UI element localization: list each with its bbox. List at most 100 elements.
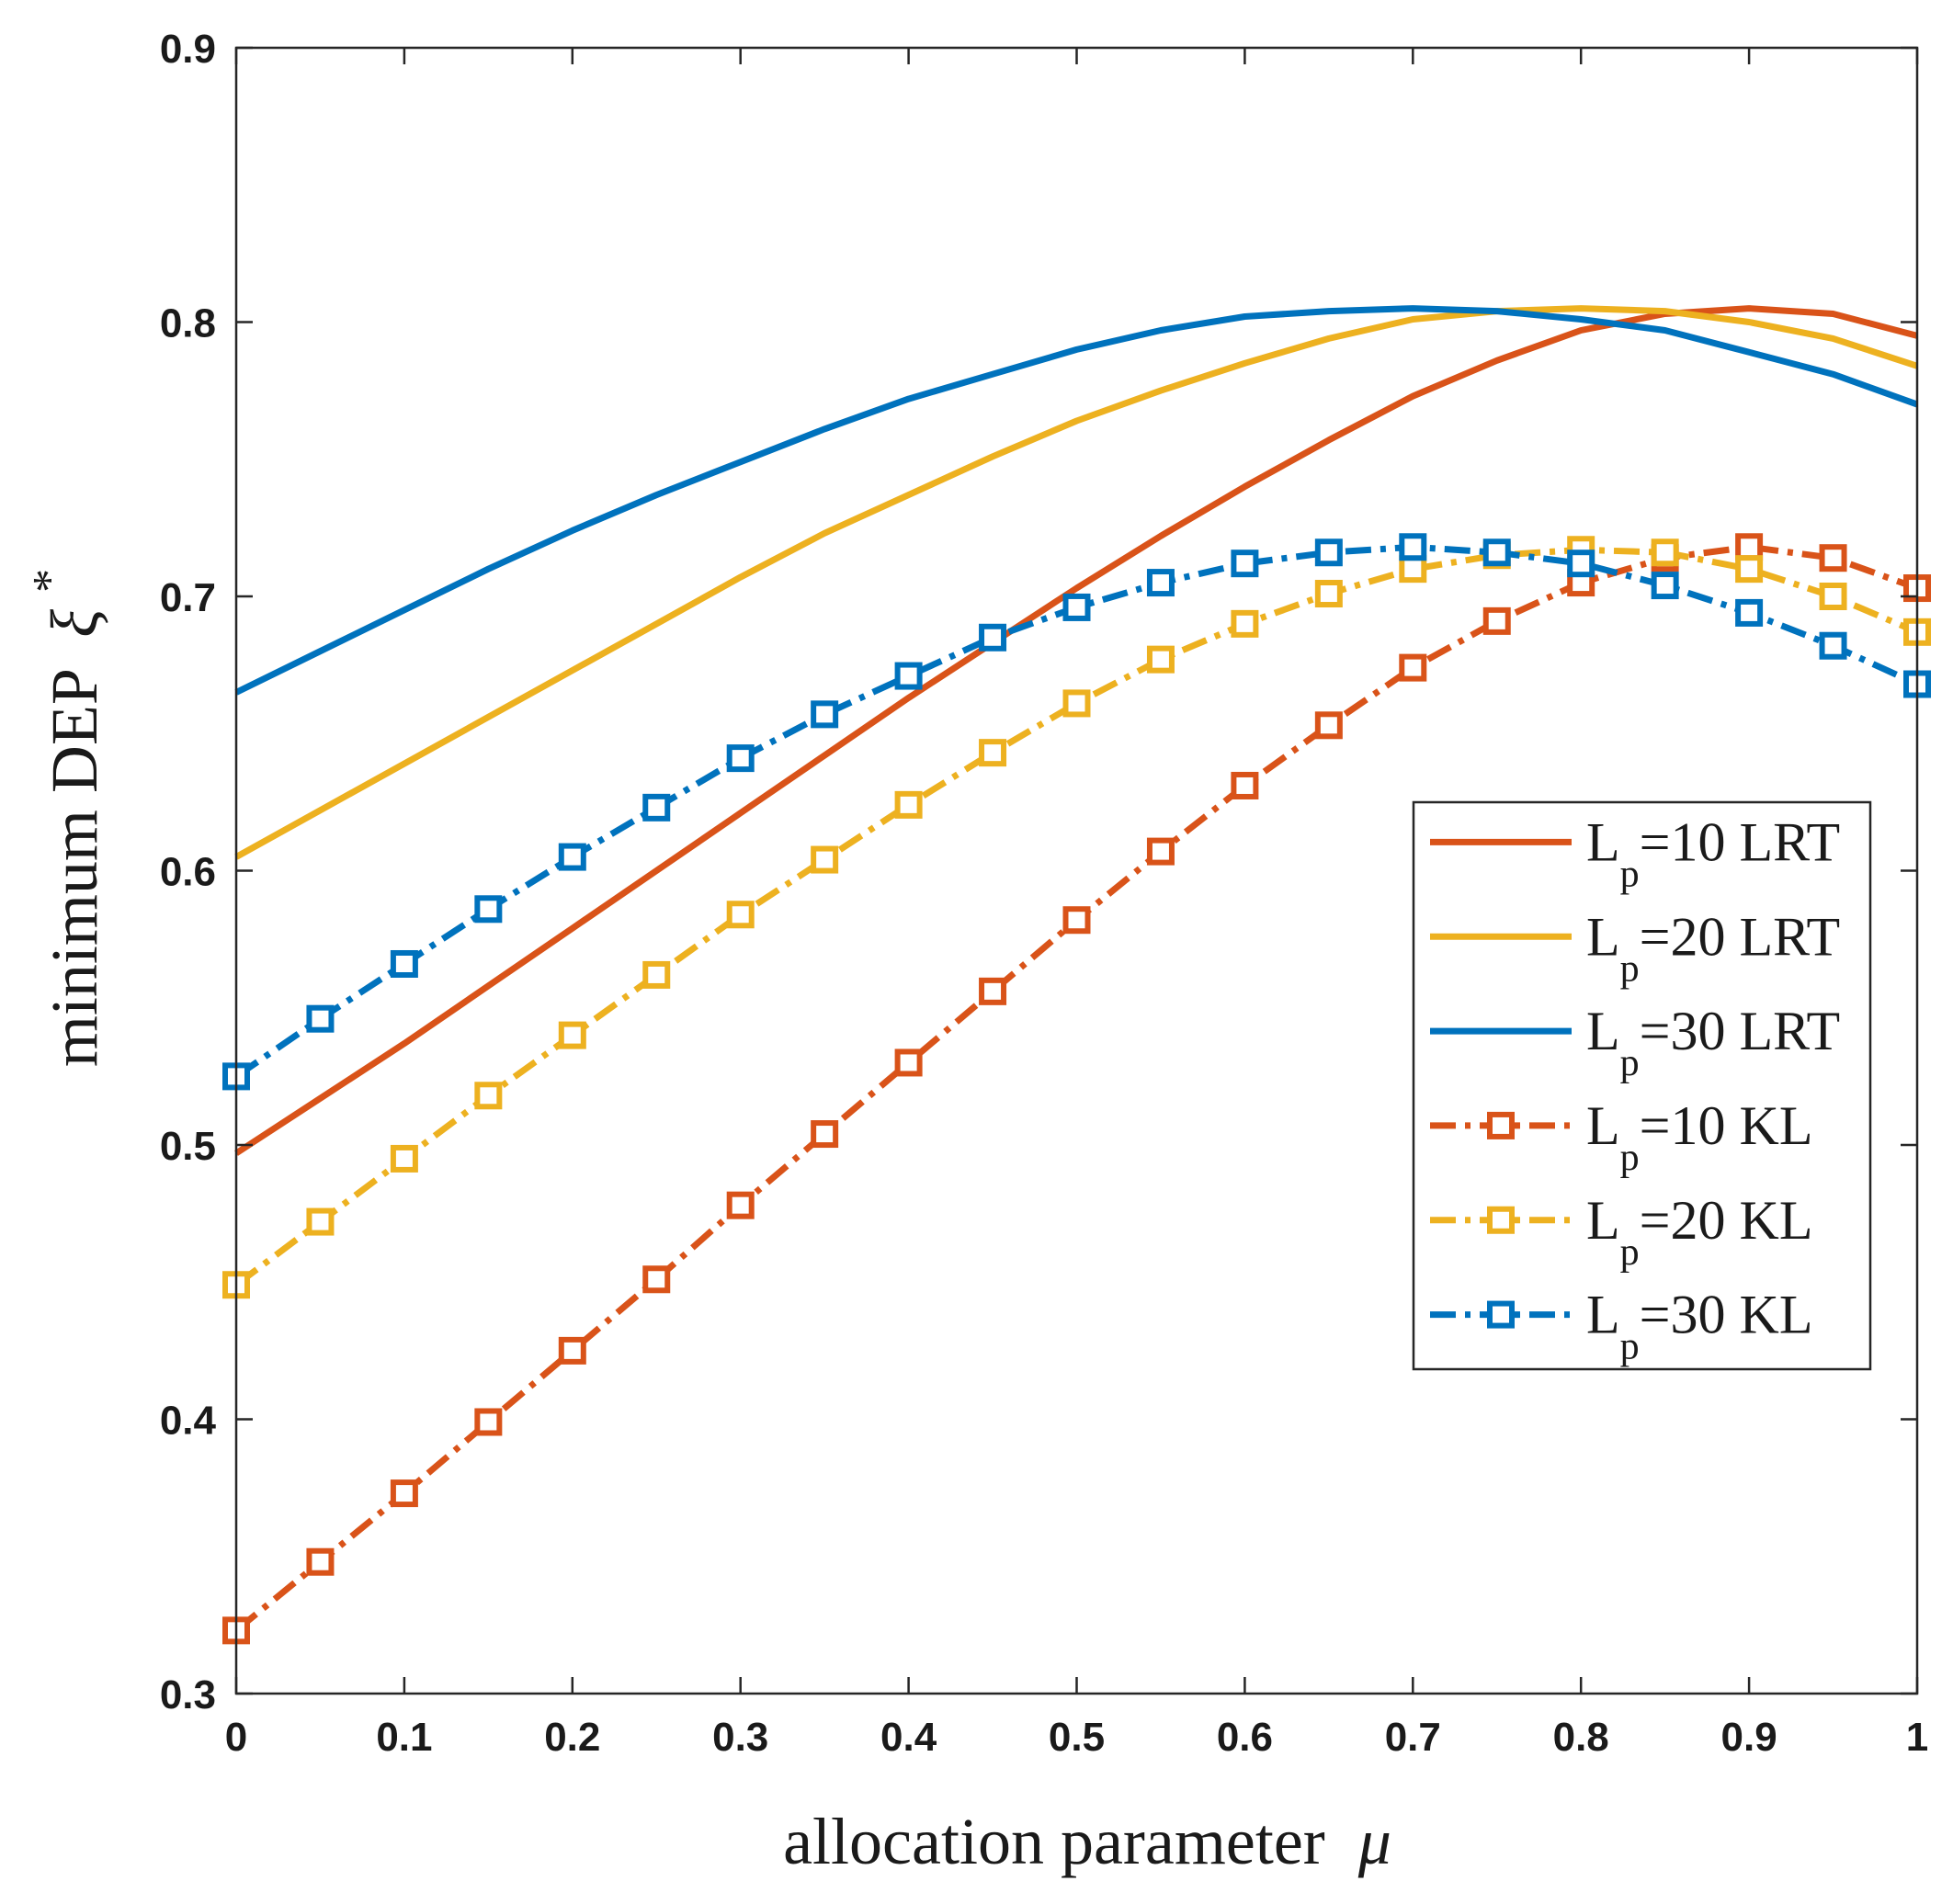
y-axis-title-text: minimum DEP <box>38 670 111 1067</box>
legend-label: Lp=10 LRT <box>1586 811 1840 895</box>
data-point <box>1399 653 1427 682</box>
series-line <box>233 546 1919 1287</box>
data-point <box>558 843 586 871</box>
legend-label-subscript: p <box>1620 1042 1640 1084</box>
data-point <box>894 790 923 819</box>
legend-entry: Lp=10 KL <box>1430 1095 1812 1179</box>
legend-label-subscript: p <box>1620 1326 1640 1368</box>
data-point <box>642 960 671 989</box>
data-point <box>558 1336 586 1365</box>
y-axis-title: minimum DEP ξ * <box>24 569 111 1067</box>
data-point <box>726 744 755 773</box>
x-axis-title: allocation parameter μ <box>783 1805 1391 1878</box>
data-point <box>1231 609 1259 638</box>
series-2 <box>234 305 1919 696</box>
data-point <box>1735 555 1764 584</box>
data-point <box>474 1408 503 1436</box>
legend-label: Lp=10 KL <box>1586 1095 1812 1179</box>
series-line <box>234 305 1919 860</box>
data-point <box>1399 555 1427 584</box>
legend-label-rest: =10 LRT <box>1640 811 1841 872</box>
x-tick-label: 0.5 <box>1049 1715 1105 1760</box>
legend-swatch-marker <box>1487 1111 1515 1139</box>
plot-area <box>222 305 1931 1645</box>
data-point <box>1062 906 1091 935</box>
x-tick-label: 0.9 <box>1721 1715 1777 1760</box>
y-tick-label: 0.8 <box>160 301 216 346</box>
legend-label-rest: =20 KL <box>1640 1190 1813 1251</box>
data-point <box>1231 771 1259 799</box>
data-point <box>1231 550 1259 578</box>
data-point <box>1399 533 1427 561</box>
x-axis-title-text: allocation parameter <box>783 1805 1325 1878</box>
x-tick-label: 1 <box>1906 1715 1928 1760</box>
data-point <box>979 977 1007 1005</box>
legend-label-subscript: p <box>1620 853 1640 895</box>
data-point <box>390 1144 418 1173</box>
data-point <box>811 845 839 874</box>
legend-swatch-marker <box>1487 1206 1515 1234</box>
y-axis-superscript: * <box>24 569 76 593</box>
legend-label: Lp=20 KL <box>1586 1190 1812 1274</box>
x-tick-label: 0.7 <box>1385 1715 1441 1760</box>
data-point <box>1062 593 1091 621</box>
data-point <box>811 700 839 729</box>
y-tick-label: 0.7 <box>160 575 216 620</box>
data-point <box>1146 837 1175 866</box>
data-point <box>894 662 923 690</box>
x-tick-label: 0.2 <box>544 1715 600 1760</box>
series-5 <box>222 533 1931 1091</box>
legend-label-subscript: p <box>1620 1137 1640 1179</box>
x-tick-label: 0.4 <box>880 1715 937 1760</box>
data-point <box>726 1191 755 1219</box>
data-point <box>1482 538 1511 567</box>
legend-label: Lp=30 KL <box>1586 1285 1812 1368</box>
x-tick-label: 0 <box>225 1715 247 1760</box>
data-point <box>1735 533 1764 561</box>
data-point <box>390 949 418 978</box>
legend-label: Lp=30 LRT <box>1586 1001 1840 1084</box>
data-point <box>1062 689 1091 718</box>
legend-label-main: L <box>1586 1285 1620 1345</box>
legend-swatch-marker <box>1487 1300 1515 1329</box>
data-point <box>474 895 503 924</box>
data-point <box>1819 631 1847 660</box>
data-point <box>1651 572 1679 600</box>
svg-text:minimum DEP ξ *: minimum DEP ξ * <box>24 569 111 1067</box>
y-tick-label: 0.9 <box>160 27 216 72</box>
data-point <box>1314 538 1343 567</box>
legend-label-main: L <box>1586 906 1620 967</box>
data-point <box>306 1004 335 1033</box>
legend-label-main: L <box>1586 1190 1620 1251</box>
legend-entry: Lp=10 LRT <box>1430 811 1840 895</box>
data-point <box>642 793 671 822</box>
data-point <box>390 1479 418 1508</box>
svg-text:allocation parameter μ: allocation parameter μ <box>783 1805 1391 1878</box>
legend-label-main: L <box>1586 811 1620 872</box>
series-line <box>234 305 1919 696</box>
data-point <box>1146 569 1175 597</box>
series-1 <box>234 305 1919 860</box>
legend-label-subscript: p <box>1620 1231 1640 1274</box>
legend-entry: Lp=20 KL <box>1430 1190 1812 1274</box>
y-tick-label: 0.5 <box>160 1124 216 1169</box>
data-point <box>306 1207 335 1236</box>
data-point <box>1567 550 1595 578</box>
series-4 <box>222 536 1931 1299</box>
legend-box <box>1412 800 1872 1371</box>
data-point <box>1314 711 1343 740</box>
y-tick-label: 0.3 <box>160 1672 216 1717</box>
x-tick-label: 0.6 <box>1217 1715 1273 1760</box>
data-point <box>979 739 1007 767</box>
x-tick-label: 0.3 <box>712 1715 768 1760</box>
y-axis-symbol: ξ <box>38 609 111 638</box>
data-point <box>1819 544 1847 572</box>
y-tick-label: 0.4 <box>160 1399 217 1444</box>
legend-entry: Lp=20 LRT <box>1430 906 1840 990</box>
legend-label-rest: =10 KL <box>1640 1095 1813 1156</box>
legend-label-rest: =30 LRT <box>1640 1001 1841 1061</box>
x-tick-label: 0.1 <box>376 1715 432 1760</box>
y-tick-label: 0.6 <box>160 850 216 895</box>
